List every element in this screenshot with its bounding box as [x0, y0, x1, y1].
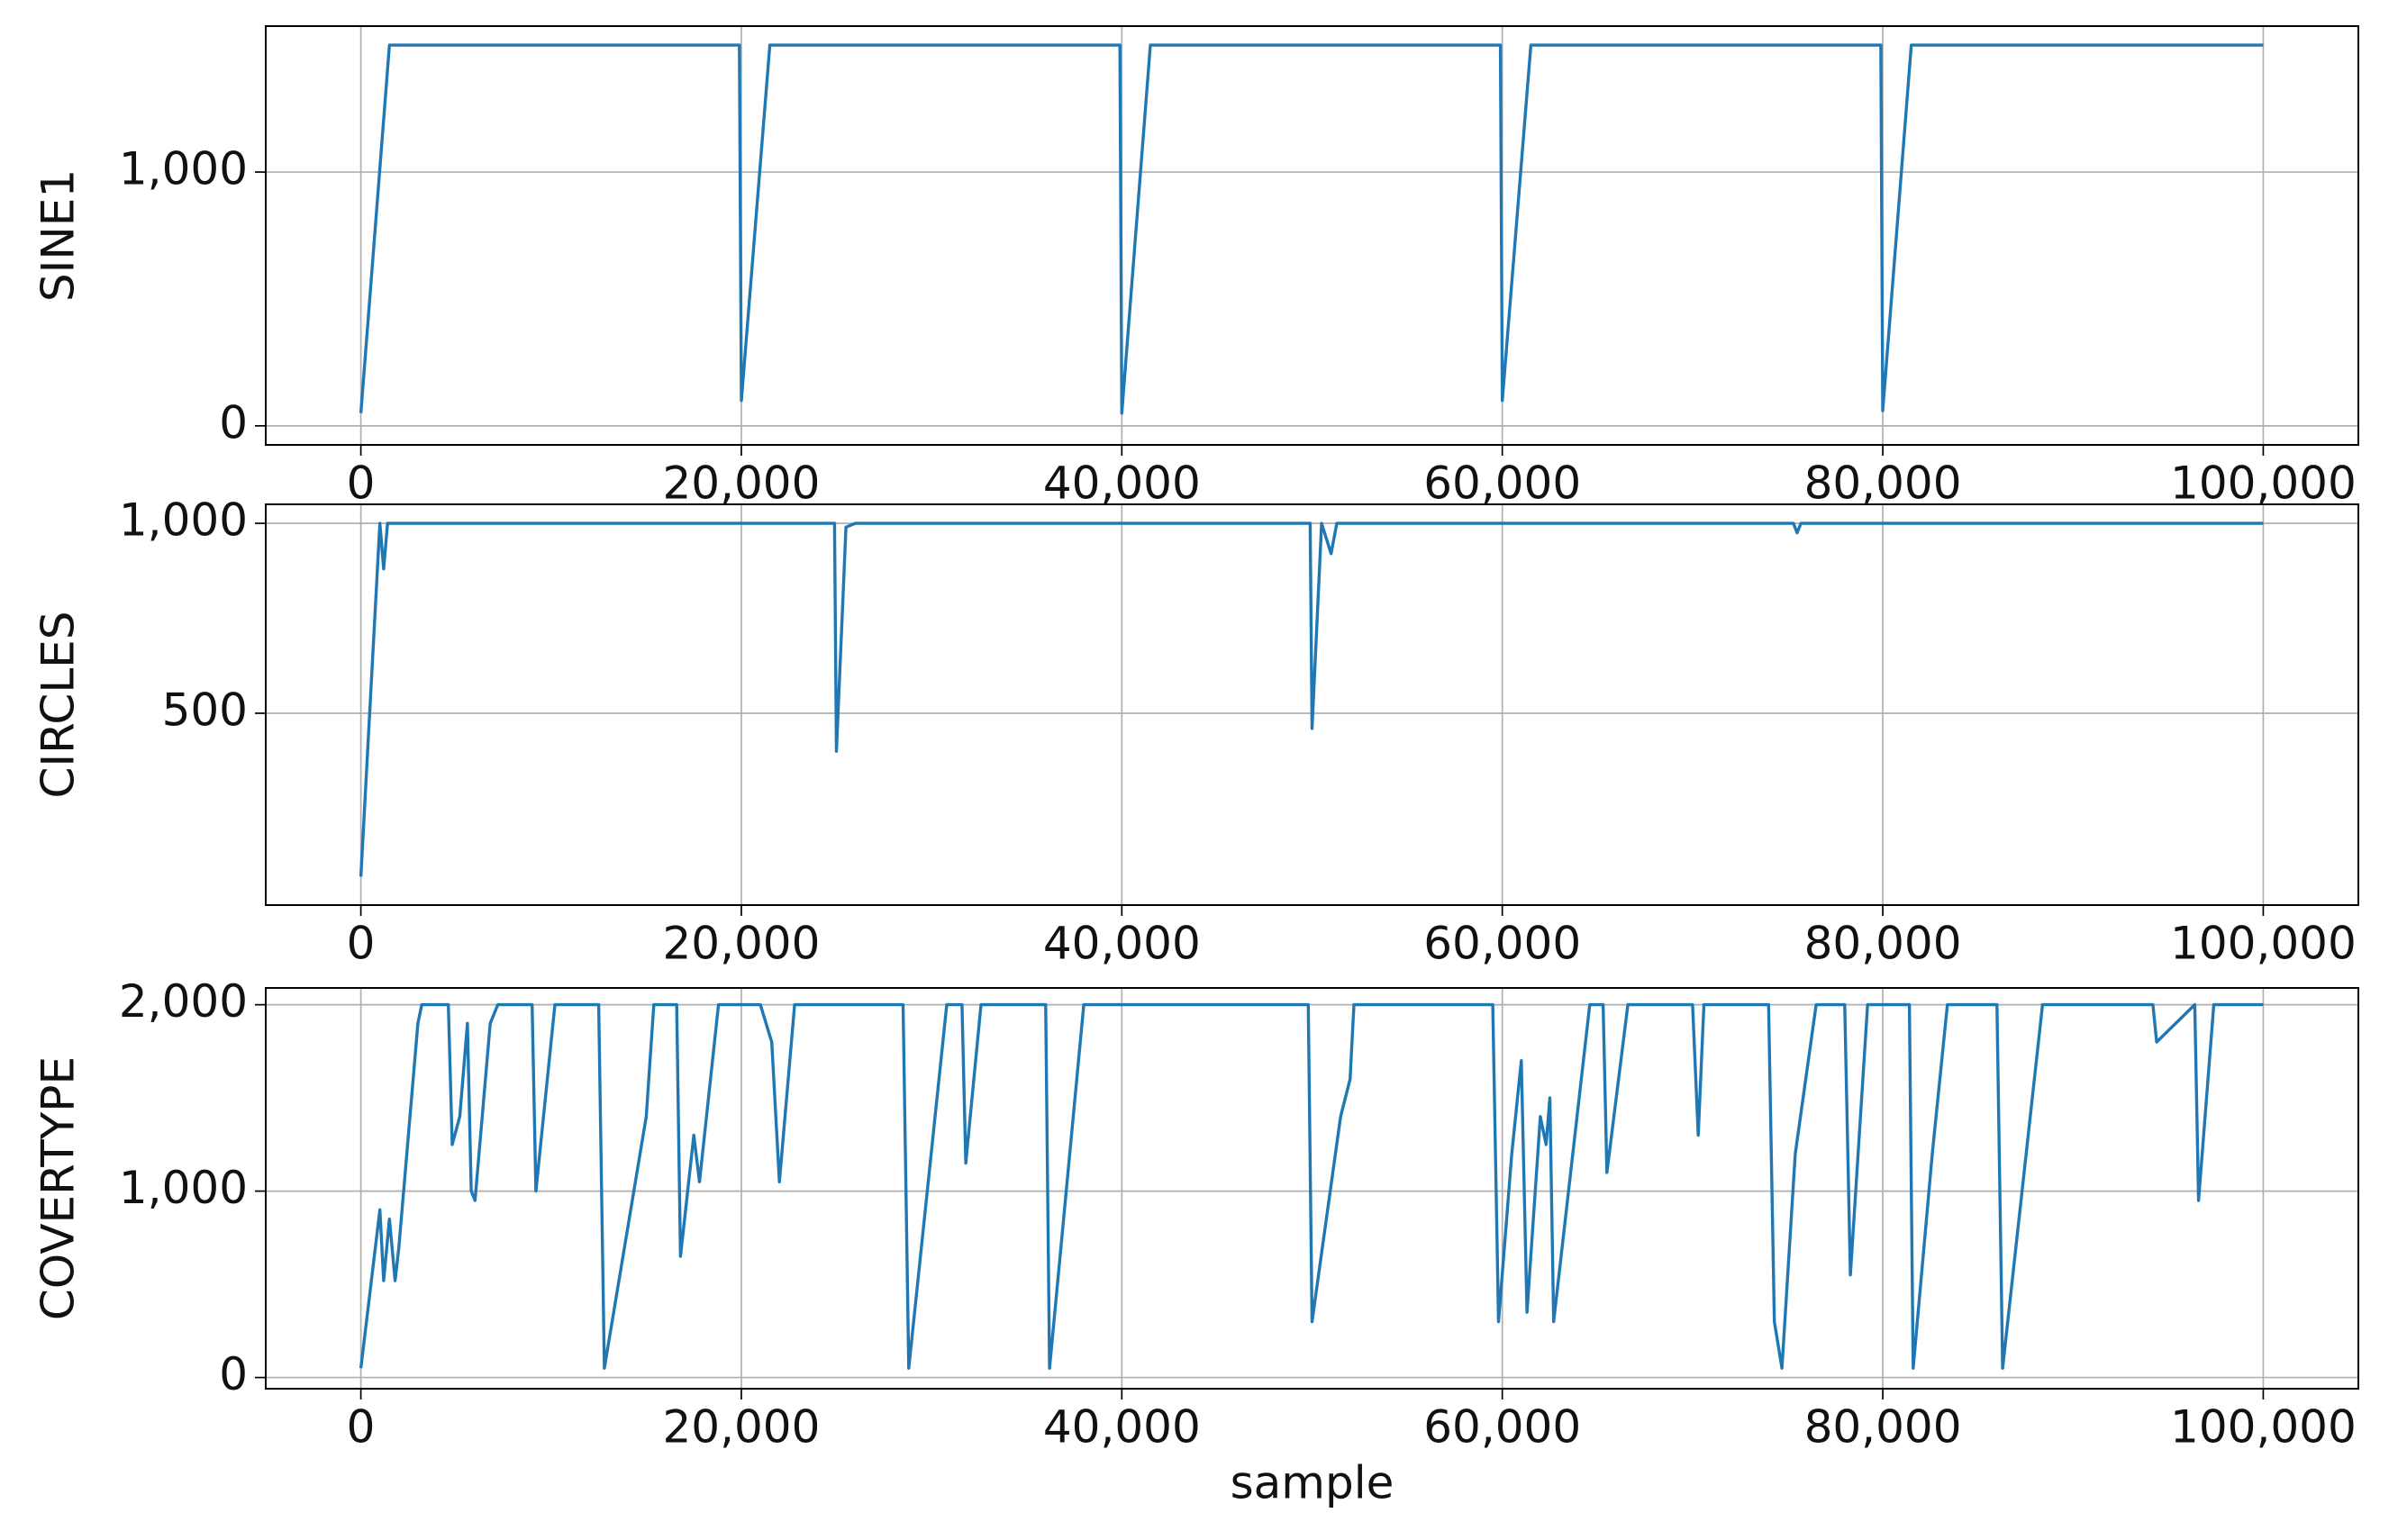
x-tick-label: 0: [347, 918, 376, 970]
y-tick-label: 1,000: [119, 1162, 248, 1214]
x-tick-label: 40,000: [1043, 918, 1201, 970]
x-tick-label: 20,000: [662, 457, 820, 510]
x-tick-label: 20,000: [662, 1401, 820, 1454]
y-tick-label: 0: [219, 396, 248, 448]
axes-frame: [265, 503, 2359, 906]
x-tick-label: 40,000: [1043, 457, 1201, 510]
x-tick-label: 0: [347, 1401, 376, 1454]
y-tick-label: 2,000: [119, 975, 248, 1028]
y-tick-label: 0: [219, 1348, 248, 1400]
axes-frame: [265, 25, 2359, 446]
y-axis-label: COVERTYPE: [32, 1056, 85, 1320]
data-line: [359, 1002, 2264, 1370]
x-tick-label: 80,000: [1804, 1401, 1962, 1454]
x-tick-label: 40,000: [1043, 1401, 1201, 1454]
x-tick-label: 80,000: [1804, 918, 1962, 970]
data-line: [359, 43, 2264, 415]
axes-frame: [265, 987, 2359, 1390]
x-axis-label: sample: [1231, 1457, 1394, 1509]
y-axis-label: CIRCLES: [32, 611, 85, 798]
x-tick-label: 100,000: [2170, 1401, 2357, 1454]
y-axis-label: SINE1: [32, 169, 85, 302]
y-tick-label: 1,000: [119, 143, 248, 195]
x-tick-label: 60,000: [1423, 457, 1581, 510]
x-tick-label: 100,000: [2170, 918, 2357, 970]
x-tick-label: 60,000: [1423, 918, 1581, 970]
y-tick-label: 1,000: [119, 494, 248, 547]
x-tick-label: 60,000: [1423, 1401, 1581, 1454]
x-tick-label: 100,000: [2170, 457, 2357, 510]
y-tick-label: 500: [162, 684, 248, 736]
x-tick-label: 20,000: [662, 918, 820, 970]
data-line: [359, 521, 2264, 877]
x-tick-label: 80,000: [1804, 457, 1962, 510]
x-tick-label: 0: [347, 457, 376, 510]
